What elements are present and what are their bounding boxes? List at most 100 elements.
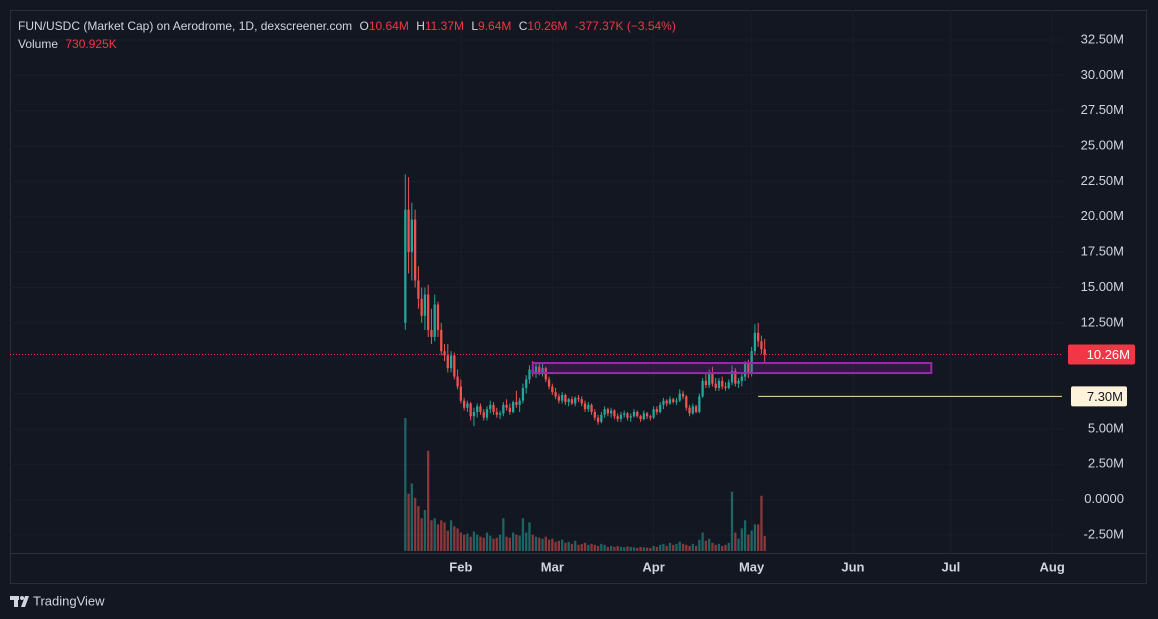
candle-body xyxy=(453,355,456,377)
candle-body xyxy=(515,402,518,405)
candle-body xyxy=(727,382,730,388)
volume-bar xyxy=(554,541,557,551)
volume-bar xyxy=(678,541,681,551)
drawing-box xyxy=(531,362,933,375)
volume-bar xyxy=(662,543,665,551)
volume-bar xyxy=(489,535,492,551)
candle-body xyxy=(551,386,554,393)
candle-body xyxy=(557,396,561,401)
candle-body xyxy=(528,369,531,380)
volume-bar xyxy=(564,542,567,551)
candle-body xyxy=(456,376,459,387)
volume-bar xyxy=(538,537,541,551)
volume-bar xyxy=(694,545,698,551)
candle-body xyxy=(603,409,606,415)
candle-body xyxy=(724,386,727,388)
volume-bar xyxy=(717,543,721,551)
volume-bar xyxy=(665,545,668,551)
price-label: 10.26M xyxy=(1087,347,1130,362)
volume-bar xyxy=(541,538,544,551)
volume-bar xyxy=(626,546,629,551)
candle-body xyxy=(714,383,717,388)
candle-body xyxy=(717,380,721,388)
candle-body xyxy=(734,370,737,384)
candle-body xyxy=(665,400,668,404)
volume-bar xyxy=(449,520,453,551)
volume-bar xyxy=(600,543,603,551)
volume-bar xyxy=(531,534,534,551)
volume-bar xyxy=(511,532,515,551)
volume-bar xyxy=(645,547,649,551)
candle-body xyxy=(476,406,479,412)
candle-body xyxy=(469,403,472,417)
volume-bar xyxy=(698,539,701,551)
volume-bar xyxy=(407,493,410,551)
volume-bar xyxy=(427,450,430,551)
candle-body xyxy=(694,406,698,412)
candle-body xyxy=(547,379,551,387)
candle-body xyxy=(554,392,557,397)
legend-value: 10.64M xyxy=(368,19,409,33)
x-tick-label: Apr xyxy=(642,559,664,574)
volume-bar xyxy=(485,532,489,551)
candle-body xyxy=(521,387,525,401)
candle-body xyxy=(616,416,619,420)
price-label: 7.30M xyxy=(1087,389,1123,404)
x-tick-label: Feb xyxy=(449,559,472,574)
candle-body xyxy=(629,416,632,418)
volume-bar xyxy=(417,505,420,551)
candle-body xyxy=(538,366,541,373)
candle-body xyxy=(685,396,688,408)
watermark: TradingView xyxy=(33,593,105,608)
volume-bar xyxy=(482,537,485,551)
candle-body xyxy=(525,379,528,388)
candle-body xyxy=(417,280,420,299)
candle-body xyxy=(560,394,564,401)
candle-body xyxy=(580,399,583,404)
candle-body xyxy=(760,341,763,350)
volume-bar xyxy=(737,538,740,551)
candle-body xyxy=(407,209,410,253)
volume-bar xyxy=(636,547,639,551)
candle-body xyxy=(570,399,574,404)
candle-body xyxy=(508,407,512,412)
volume-bar xyxy=(498,534,502,551)
volume-bar xyxy=(521,518,525,551)
volume-bar xyxy=(724,544,727,551)
candle-body xyxy=(489,404,492,410)
volume-bar xyxy=(704,540,708,551)
candle-body xyxy=(708,373,711,386)
volume-bar xyxy=(443,522,446,551)
candle-body xyxy=(420,298,423,316)
y-tick-label: 12.50M xyxy=(1081,314,1124,329)
volume-bar xyxy=(456,528,459,551)
legend-value: 9.64M xyxy=(478,19,512,33)
volume-bar xyxy=(547,539,551,551)
volume-bar xyxy=(466,533,469,551)
candle-body xyxy=(449,355,453,369)
volume-bar xyxy=(560,539,564,551)
candle-body xyxy=(753,332,757,352)
y-tick-label: 25.00M xyxy=(1081,138,1124,153)
candle-body xyxy=(446,355,449,369)
volume-bar xyxy=(734,532,737,551)
volume-bar xyxy=(668,542,672,551)
candle-body xyxy=(427,294,430,330)
volume-bar xyxy=(574,540,577,551)
candle-body xyxy=(564,394,567,403)
volume-bar xyxy=(655,546,659,551)
candle-body xyxy=(413,219,417,281)
volume-bar xyxy=(479,536,482,551)
volume-bar xyxy=(711,542,714,551)
price-label-box xyxy=(1071,386,1127,407)
volume-bar xyxy=(714,544,717,551)
x-tick-label: Aug xyxy=(1040,559,1065,574)
x-tick-label: Mar xyxy=(541,559,564,574)
candle-body xyxy=(606,409,610,414)
volume-bar xyxy=(410,483,413,551)
candle-body xyxy=(662,400,665,405)
volume-bar xyxy=(596,545,600,551)
y-tick-label: -2.50M xyxy=(1084,526,1124,541)
